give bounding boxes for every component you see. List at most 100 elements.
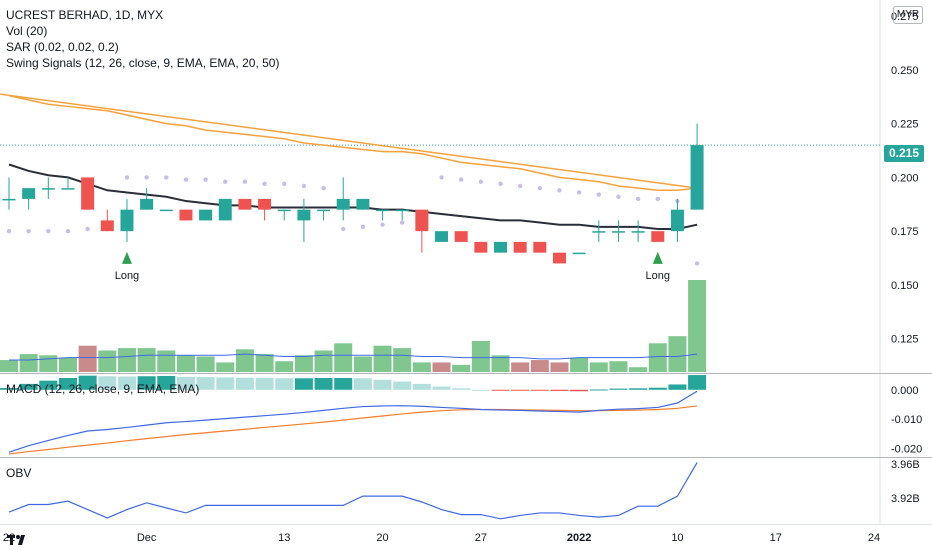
macd-histogram-bar	[19, 383, 38, 390]
swing-signals-indicator-label[interactable]: Swing Signals (12, 26, close, 9, EMA, EM…	[6, 56, 280, 70]
candle-body	[238, 198, 252, 210]
volume-bar	[0, 360, 18, 372]
macd-histogram-bar	[78, 375, 97, 390]
volume-bar	[609, 361, 628, 372]
macd-histogram-bar	[294, 378, 313, 390]
macd-histogram-bar	[432, 386, 451, 390]
volume-bar	[668, 336, 687, 372]
sar-dot	[557, 188, 562, 193]
sar-dot	[576, 190, 582, 195]
volume-bar	[452, 364, 471, 372]
sar-dot	[223, 179, 228, 184]
candle-body	[120, 209, 134, 232]
obv-pane-label[interactable]: OBV	[6, 466, 32, 480]
candle-body	[631, 231, 645, 233]
sar-dot	[262, 181, 267, 187]
ema-fast-line	[8, 163, 698, 231]
candle-body	[376, 209, 390, 212]
chart-legend: UCREST BERHAD, 1D, MYX Vol (20) SAR (0.0…	[6, 7, 279, 71]
macd-histogram-bar	[648, 387, 667, 390]
volume-bar	[353, 356, 372, 372]
candle-body	[651, 231, 665, 242]
candle-body	[81, 177, 95, 210]
candle-body	[513, 241, 527, 253]
long-signal-arrow	[652, 251, 663, 264]
candle-body	[690, 145, 704, 210]
macd-histogram-bar	[412, 383, 431, 390]
time-tick-label: 2022	[567, 532, 591, 544]
candle-body	[415, 209, 429, 232]
obv-tick-label: 3.96B	[891, 459, 920, 471]
current-price-text: 0.215	[888, 146, 920, 160]
macd-pane-label[interactable]: MACD (12, 26, close, 9, EMA, EMA)	[6, 382, 200, 396]
volume-bar	[570, 357, 589, 372]
macd-histogram-bar	[629, 388, 648, 390]
tradingview-logo-icon[interactable]	[6, 532, 32, 546]
candle-body	[22, 188, 36, 199]
macd-histogram-bar	[39, 380, 58, 390]
macd-tick-label: -0.010	[891, 414, 922, 426]
macd-line	[8, 390, 698, 453]
currency-button[interactable]: MYR	[893, 6, 923, 24]
macd-histogram-bar	[196, 377, 215, 390]
volume-bar	[334, 343, 353, 372]
sar-dot	[360, 224, 366, 230]
candle-body	[277, 209, 291, 212]
price-tick-label: 0.250	[891, 65, 919, 77]
sar-indicator-label[interactable]: SAR (0.02, 0.02, 0.2)	[6, 40, 119, 54]
time-tick-label: 17	[770, 532, 782, 544]
macd-histogram-bar	[393, 381, 412, 390]
sar-dot	[301, 183, 307, 189]
sar-dot	[46, 228, 51, 234]
volume-bar	[216, 362, 235, 372]
candle-body	[356, 198, 370, 210]
sar-dot	[26, 228, 31, 234]
macd-histogram-bar	[235, 377, 254, 390]
price-tick-label: 0.150	[891, 280, 919, 292]
volume-bar	[98, 350, 117, 372]
macd-histogram-bar	[216, 377, 235, 390]
sar-dot	[65, 228, 71, 234]
volume-bar	[275, 361, 294, 372]
time-tick-label: Dec	[137, 532, 157, 544]
volume-bar	[471, 340, 490, 372]
macd-histogram-bar	[58, 378, 77, 390]
symbol-title[interactable]: UCREST BERHAD, 1D, MYX	[6, 8, 164, 22]
sar-dot	[164, 175, 169, 180]
macd-histogram-bar	[176, 376, 195, 390]
macd-histogram-bar	[117, 376, 136, 390]
candle-body	[159, 209, 173, 212]
sar-dot	[380, 222, 385, 227]
volume-bar	[432, 362, 451, 372]
candle-body	[435, 231, 449, 242]
macd-histogram-bar	[589, 389, 608, 391]
candle-body	[100, 220, 114, 232]
volume-indicator-label[interactable]: Vol (20)	[6, 24, 48, 38]
sar-dot	[458, 177, 464, 182]
sar-dot	[341, 226, 346, 232]
candle-body	[611, 231, 625, 233]
candle-body	[552, 252, 566, 264]
sar-dot	[321, 185, 326, 191]
volume-bar	[78, 345, 97, 372]
volume-bar	[255, 354, 274, 372]
macd-histogram-bar	[0, 388, 18, 390]
sar-dot	[124, 175, 130, 180]
volume-bar	[511, 362, 530, 372]
candle-body	[474, 241, 488, 253]
macd-histogram-bar	[137, 376, 156, 390]
sar-dot	[203, 177, 208, 182]
candle-body	[317, 209, 331, 212]
volume-bar	[137, 348, 156, 372]
macd-histogram-bar	[530, 389, 549, 391]
macd-histogram-bar	[353, 378, 372, 390]
candle-body	[572, 252, 586, 255]
sar-dot	[616, 194, 621, 199]
candle-body	[670, 209, 684, 232]
candle-body	[494, 241, 507, 253]
macd-tick-label: 0.000	[891, 385, 919, 397]
sar-dot	[635, 196, 641, 202]
macd-histogram-bar	[275, 378, 294, 390]
sar-dot	[6, 228, 12, 234]
